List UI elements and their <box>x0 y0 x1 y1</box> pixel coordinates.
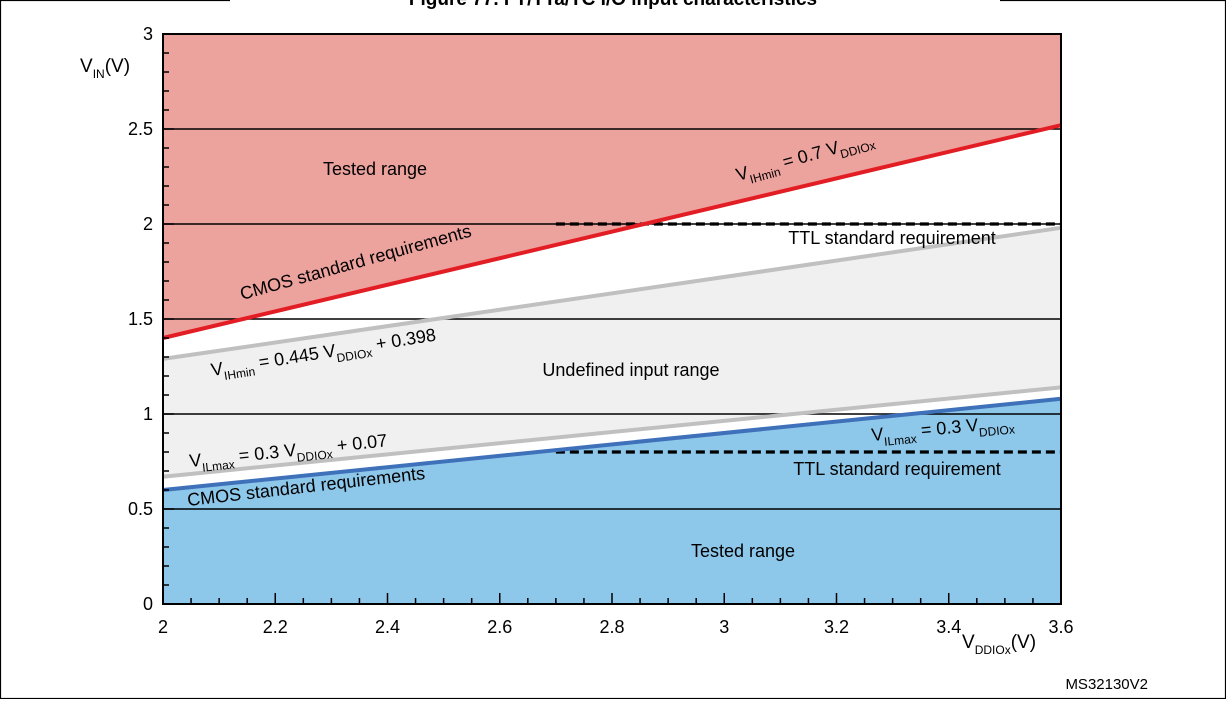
formula-vilmax-cmos: VILmax = 0.3 VDDIOx <box>870 411 1015 450</box>
title-mask <box>230 0 1000 18</box>
y-axis-label: VIN(V) <box>80 56 130 81</box>
figure-code: MS32130V2 <box>1065 676 1148 693</box>
x-tick-label: 3.2 <box>824 617 849 637</box>
threshold-line-red <box>162 123 1062 340</box>
threshold-lines <box>162 123 1062 492</box>
axis-ticks <box>162 33 1062 605</box>
ttl-label-lower: TTL standard requirement <box>793 459 1000 479</box>
y-tick-label: 2.5 <box>128 119 153 139</box>
figure-title: Figure 77. FT/TTa/TC I/O input character… <box>409 0 817 10</box>
x-tick-label: 2.6 <box>487 617 512 637</box>
x-tick-label: 2.2 <box>263 617 288 637</box>
x-axis-label: VDDIOx(V) <box>962 632 1036 657</box>
x-tick-label: 3 <box>719 617 729 637</box>
region-label-undefined: Undefined input range <box>542 360 719 380</box>
y-tick-label: 1 <box>143 404 153 424</box>
x-tick-label: 3.6 <box>1048 617 1073 637</box>
ttl-label-upper: TTL standard requirement <box>788 228 995 248</box>
x-tick-label: 2.4 <box>375 617 400 637</box>
lower-tested-range-area <box>163 398 1061 604</box>
y-tick-label: 1.5 <box>128 309 153 329</box>
threshold-line-blue <box>162 396 1062 492</box>
threshold-line-gray <box>162 225 1062 361</box>
y-tick-label: 0.5 <box>128 499 153 519</box>
x-tick-label: 3.4 <box>936 617 961 637</box>
x-tick-label: 2 <box>158 617 168 637</box>
y-tick-label: 3 <box>143 24 153 44</box>
y-tick-label: 2 <box>143 214 153 234</box>
region-label-upper-tested: Tested range <box>323 159 427 179</box>
threshold-line-gray <box>162 385 1062 479</box>
x-tick-label: 2.8 <box>599 617 624 637</box>
y-tick-label: 0 <box>143 594 153 614</box>
region-label-lower-tested: Tested range <box>691 541 795 561</box>
axis-tick-labels: 2 2.2 2.4 2.6 2.8 3 3.2 3.4 3.6 0 0.5 1 1.5 2 2.5 3 <box>128 24 1074 637</box>
upper-tested-range-area <box>163 34 1061 338</box>
